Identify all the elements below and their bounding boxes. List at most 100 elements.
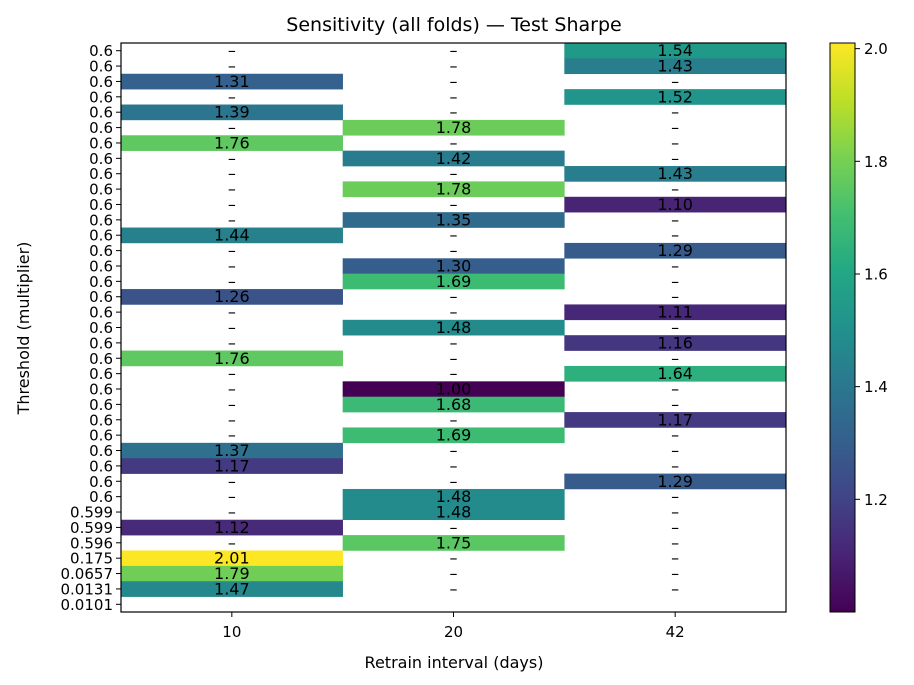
- cell-label: –: [671, 441, 679, 460]
- heatmap-cells: – –1.54– –1.431.31– –– –1.521.39– –– 1.78 –1.76…: [121, 41, 787, 598]
- cell-label: –: [450, 410, 458, 429]
- x-axis-label: Retrain interval (days): [365, 653, 544, 672]
- cell-label: –: [228, 195, 236, 214]
- y-tick-label: 0.6: [89, 304, 113, 322]
- y-tick-label: 0.6: [89, 427, 113, 445]
- cell-label: 1.47: [214, 579, 250, 598]
- heatmap-cell: [564, 335, 787, 351]
- cell-label: 1.44: [214, 226, 250, 245]
- heatmap-cell: [121, 289, 343, 305]
- heatmap-cell: [342, 427, 565, 444]
- heatmap-cell: [342, 396, 565, 413]
- heatmap-cell: [121, 350, 343, 367]
- cell-label: –: [671, 456, 679, 475]
- y-tick-label: 0.6: [89, 42, 113, 60]
- cell-label: 1.39: [214, 103, 250, 122]
- heatmap-cell: [342, 504, 565, 521]
- cell-label: 1.10: [657, 195, 693, 214]
- heatmap-cell: [121, 519, 343, 536]
- heatmap-cell: [342, 212, 565, 228]
- cell-label: 1.43: [657, 164, 693, 183]
- cell-label: –: [228, 472, 236, 491]
- cell-label: –: [450, 564, 458, 583]
- cell-label: –: [228, 41, 236, 60]
- y-tick-label: 0.6: [89, 473, 113, 491]
- heatmap-cell: [121, 442, 343, 459]
- y-axis-label: Threshold (multiplier): [14, 242, 33, 416]
- cell-label: –: [450, 164, 458, 183]
- cell-label: –: [228, 118, 236, 137]
- cell-label: –: [671, 72, 679, 91]
- cell-label: –: [228, 164, 236, 183]
- cell-label: –: [228, 503, 236, 522]
- heatmap-cell: [121, 135, 343, 151]
- y-tick-label: 0.6: [89, 242, 113, 260]
- y-tick-label: 0.6: [89, 211, 113, 229]
- cell-label: 1.26: [214, 287, 250, 306]
- cell-label: 1.35: [436, 210, 472, 229]
- cell-label: –: [450, 303, 458, 322]
- colorbar-tick-label: 1.6: [864, 265, 888, 283]
- colorbar-tick-label: 1.4: [864, 378, 888, 396]
- heatmap-cell: [342, 258, 565, 274]
- cell-label: 1.43: [657, 57, 693, 76]
- y-axis-ticks: 0.60.60.60.60.60.60.60.60.60.60.60.60.60…: [61, 42, 121, 614]
- heatmap-cell: [564, 242, 787, 259]
- y-tick-label: 0.6: [89, 442, 113, 460]
- cell-label: 1.30: [436, 256, 472, 275]
- cell-label: 1.42: [436, 149, 472, 168]
- y-tick-label: 0.6: [89, 58, 113, 76]
- colorbar-gradient: [829, 42, 856, 613]
- cell-label: 1.64: [657, 364, 693, 383]
- cell-label: –: [228, 333, 236, 352]
- colorbar: 1.2 1.4 1.6 1.8 2.0: [829, 40, 888, 613]
- cell-label: –: [228, 210, 236, 229]
- cell-label: –: [228, 487, 236, 506]
- cell-label: –: [450, 441, 458, 460]
- cell-label: –: [228, 87, 236, 106]
- heatmap-cell: [342, 119, 565, 136]
- cell-label: 1.16: [657, 333, 693, 352]
- cell-label: –: [671, 318, 679, 337]
- cell-label: –: [450, 579, 458, 598]
- heatmap-cell: [121, 73, 343, 90]
- heatmap-cell: [342, 535, 565, 551]
- heatmap-cell: [121, 458, 343, 474]
- y-tick-label: 0.175: [70, 550, 113, 568]
- cell-label: –: [228, 533, 236, 552]
- cell-label: 1.11: [657, 303, 693, 322]
- cell-label: –: [671, 518, 679, 537]
- y-tick-label: 0.0101: [61, 596, 114, 614]
- heatmap-cell: [342, 150, 565, 167]
- cell-label: –: [228, 303, 236, 322]
- cell-label: –: [671, 349, 679, 368]
- y-tick-label: 0.0657: [61, 565, 114, 583]
- cell-label: 1.79: [214, 564, 250, 583]
- cell-label: 1.52: [657, 87, 693, 106]
- cell-label: –: [671, 180, 679, 199]
- y-tick-label: 0.6: [89, 181, 113, 199]
- y-tick-label: 0.6: [89, 411, 113, 429]
- y-tick-label: 0.6: [89, 196, 113, 214]
- cell-label: –: [228, 426, 236, 445]
- heatmap-cell: [342, 181, 565, 198]
- heatmap-cell: [121, 581, 343, 597]
- cell-label: –: [671, 549, 679, 568]
- heatmap-cell: [564, 166, 787, 182]
- cell-label: –: [671, 380, 679, 399]
- y-tick-label: 0.0131: [61, 580, 114, 598]
- y-tick-label: 0.6: [89, 134, 113, 152]
- y-tick-label: 0.6: [89, 381, 113, 399]
- cell-label: 1.69: [436, 272, 472, 291]
- cell-label: –: [450, 57, 458, 76]
- cell-label: –: [450, 195, 458, 214]
- cell-label: –: [228, 410, 236, 429]
- heatmap-cell: [564, 473, 787, 490]
- y-tick-label: 0.6: [89, 104, 113, 122]
- heatmap-cell: [564, 196, 787, 213]
- colorbar-tick-label: 1.2: [864, 491, 888, 509]
- y-tick-label: 0.6: [89, 165, 113, 183]
- heatmap-cell: [564, 58, 787, 75]
- colorbar-tick-label: 1.8: [864, 153, 888, 171]
